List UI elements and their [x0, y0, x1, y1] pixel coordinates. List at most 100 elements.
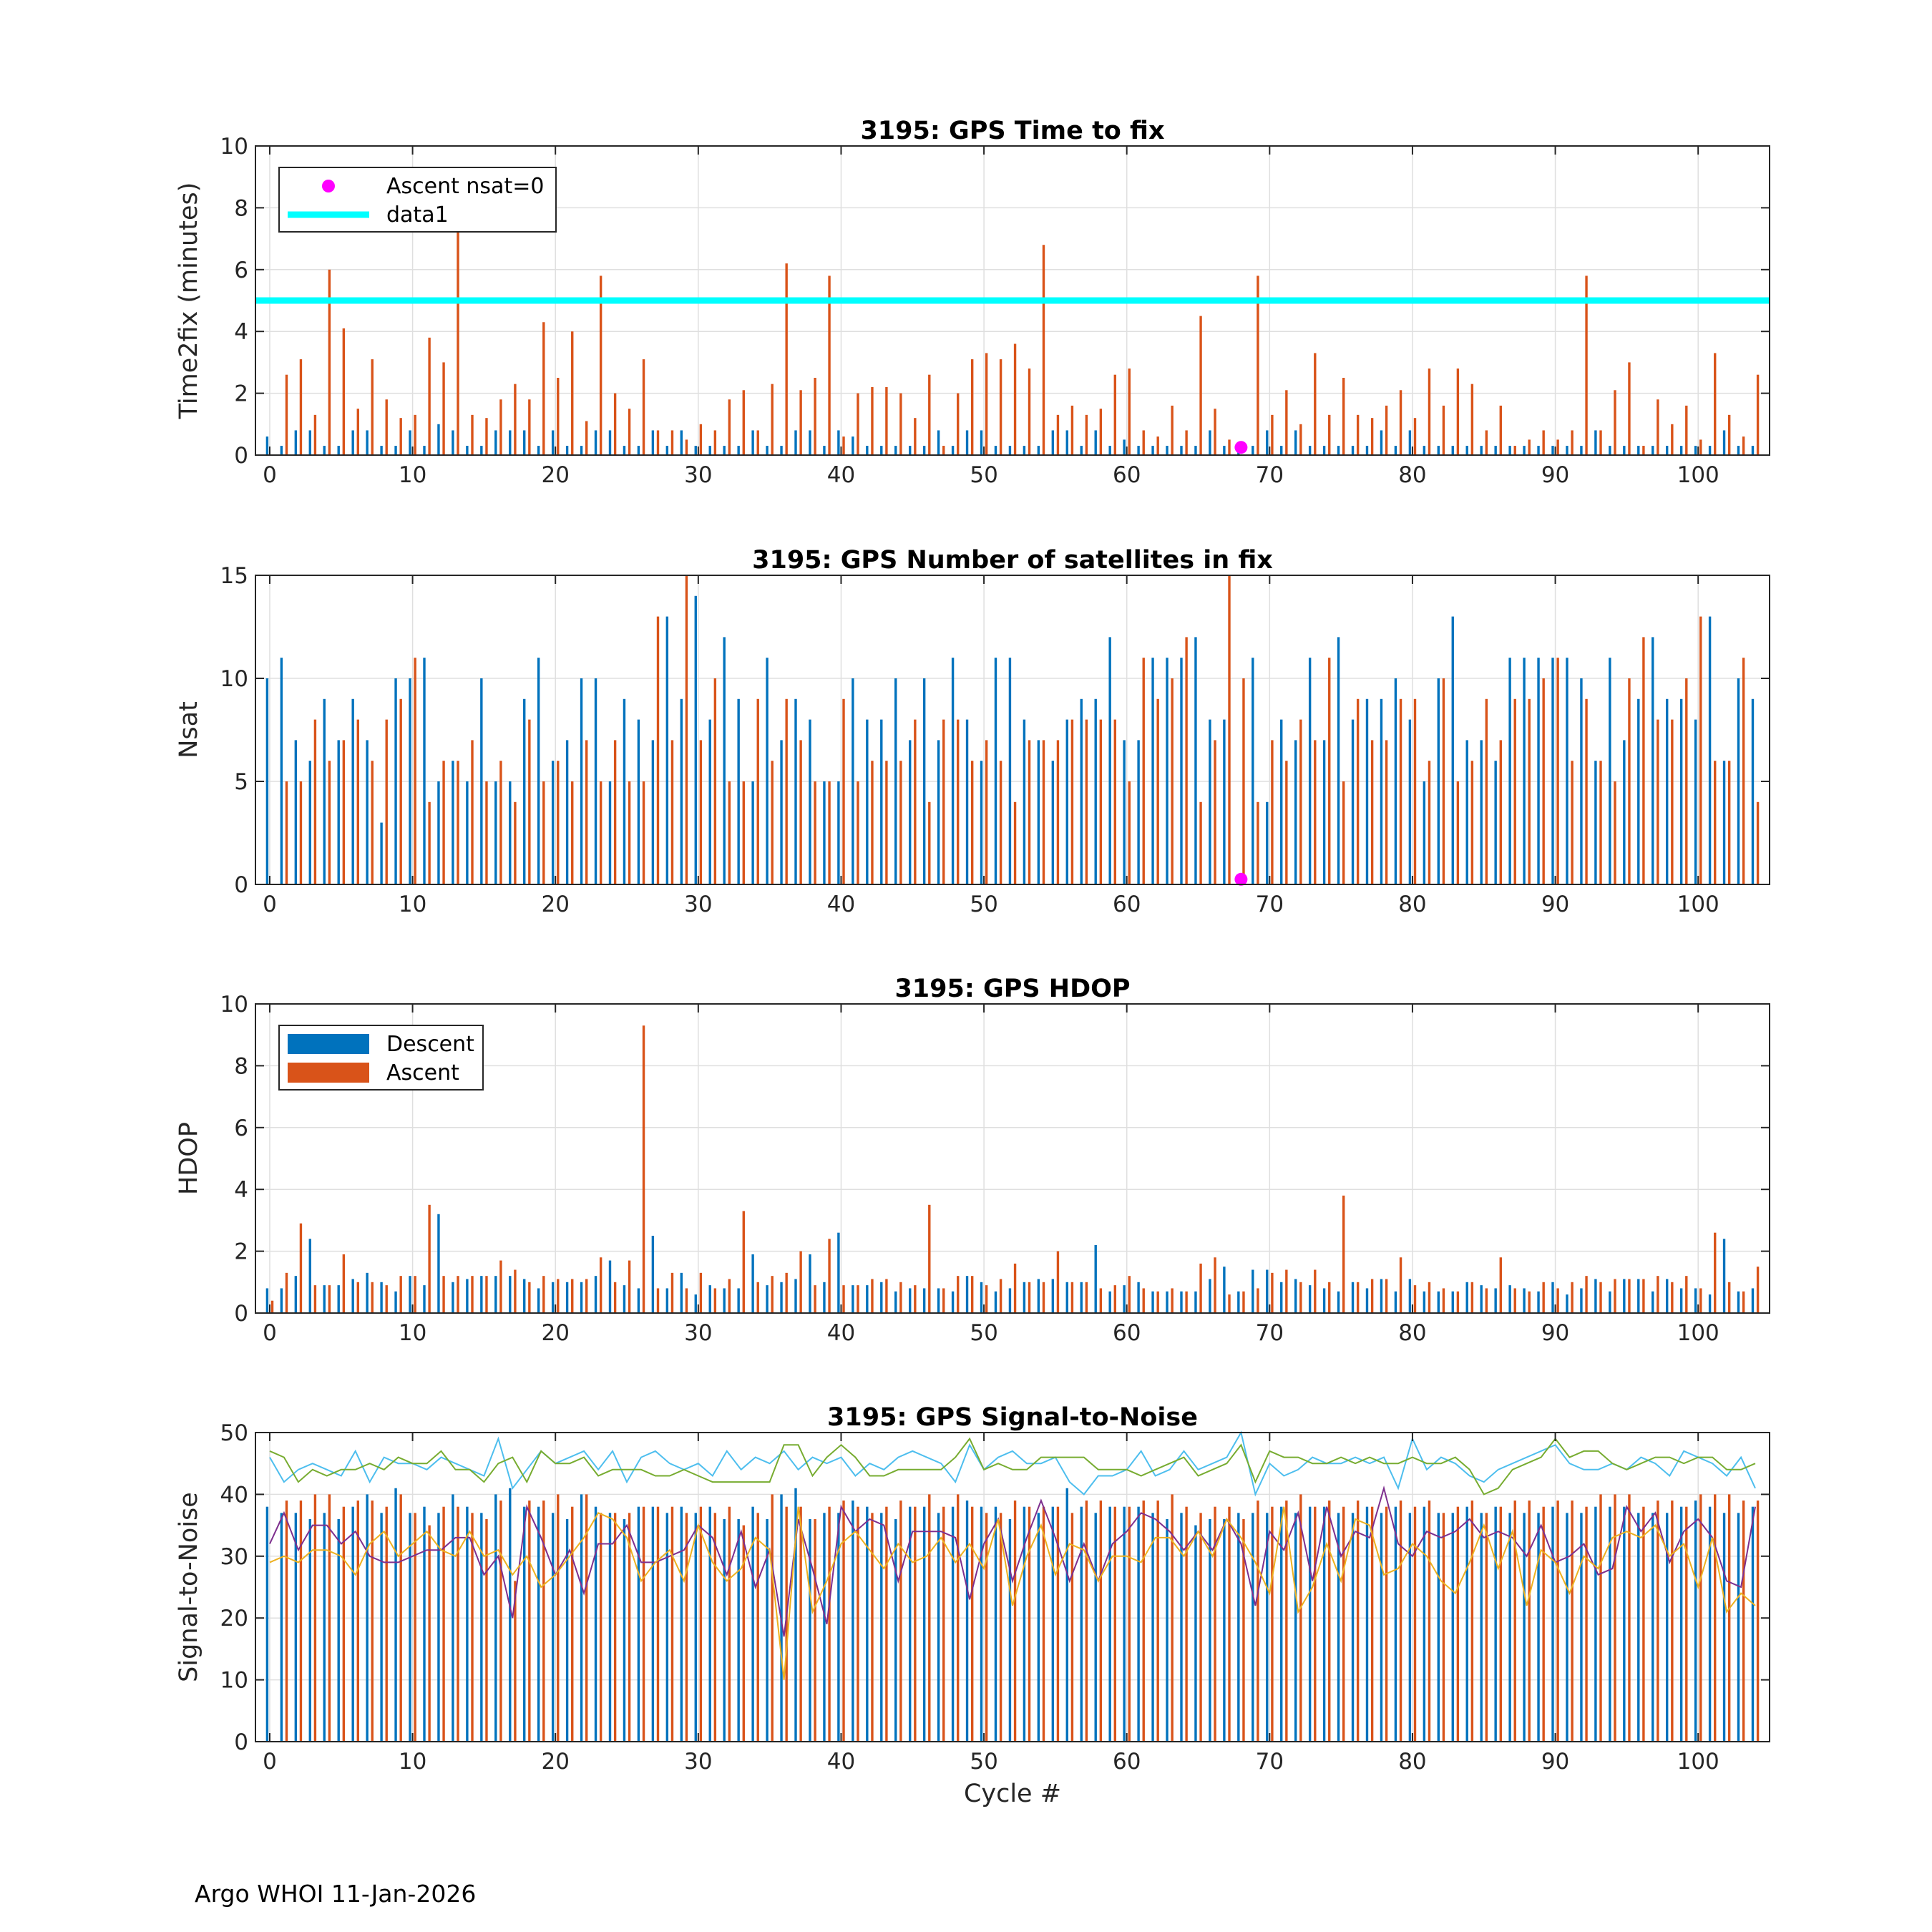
descent-bar	[1065, 1282, 1068, 1313]
y-tick-label: 10	[220, 134, 248, 160]
descent-bar	[1308, 1285, 1312, 1313]
descent-bar	[922, 446, 926, 455]
descent-bar	[1351, 1282, 1355, 1313]
x-tick-label: 100	[1677, 1320, 1719, 1346]
ascent-bar	[1370, 740, 1374, 884]
ascent-bar	[571, 1279, 574, 1313]
ascent-bar	[514, 384, 517, 455]
x-tick-label: 80	[1398, 1749, 1426, 1775]
descent-bar	[1166, 446, 1169, 455]
descent-bar	[366, 740, 369, 884]
y-tick-label: 6	[234, 258, 248, 283]
descent-bar	[680, 1506, 683, 1742]
descent-bar	[1252, 1269, 1254, 1313]
descent-bar	[1566, 446, 1568, 455]
ascent-bar	[613, 1282, 617, 1313]
x-tick-label: 70	[1256, 462, 1284, 488]
ascent-bar	[1542, 430, 1545, 455]
descent-bar	[1480, 446, 1483, 455]
descent-bar	[423, 1285, 426, 1313]
x-tick-label: 70	[1256, 1749, 1284, 1775]
ascent-bar	[1485, 1513, 1488, 1742]
y-tick-label: 2	[234, 381, 248, 407]
x-tick-label: 100	[1677, 1749, 1719, 1775]
descent-bar	[794, 1279, 797, 1313]
descent-bar	[1365, 698, 1369, 884]
ascent-bar	[1470, 384, 1474, 455]
legend-label: Ascent nsat=0	[386, 174, 544, 199]
ascent-bar	[942, 719, 945, 884]
ascent-bar	[1228, 1506, 1231, 1742]
descent-bar	[337, 740, 340, 884]
axes-box	[255, 1003, 1770, 1314]
ascent-bar	[871, 1513, 874, 1742]
ascent-bar	[1442, 678, 1445, 884]
ascent-bar	[428, 801, 431, 884]
descent-bar	[1294, 430, 1297, 455]
descent-bar	[1365, 446, 1369, 455]
ascent-bar	[313, 414, 317, 455]
descent-bar	[1365, 1288, 1369, 1313]
ascent-bar	[1242, 1518, 1245, 1742]
descent-bar	[1051, 761, 1055, 884]
ascent-bar	[1099, 1288, 1103, 1313]
descent-bar	[1580, 1288, 1583, 1313]
descent-bar	[1008, 1518, 1012, 1742]
descent-bar	[751, 1506, 754, 1742]
ascent-bar	[1571, 761, 1574, 884]
descent-bar	[280, 1513, 283, 1742]
ascent-bar	[285, 1501, 288, 1742]
descent-bar	[823, 446, 826, 455]
x-tick-label: 10	[399, 462, 426, 488]
ascent-bar	[585, 740, 588, 884]
descent-bar	[394, 1488, 397, 1742]
descent-bar	[1609, 1506, 1611, 1742]
descent-bar	[523, 698, 526, 884]
descent-bar	[351, 1506, 354, 1742]
ascent-bar	[442, 1506, 445, 1742]
descent-bar	[980, 761, 983, 884]
ascent-bar	[942, 446, 945, 455]
descent-bar	[423, 446, 426, 455]
ascent-bar	[1356, 698, 1360, 884]
ascent-bar	[457, 1506, 459, 1742]
descent-bar	[523, 430, 526, 455]
descent-bar	[623, 446, 626, 455]
descent-bar	[1137, 740, 1140, 884]
ascent-bar	[1328, 1282, 1331, 1313]
x-tick-label: 30	[684, 892, 712, 917]
ascent-bar	[1128, 781, 1131, 884]
descent-bar	[1694, 1501, 1697, 1742]
descent-bar	[1737, 1291, 1740, 1313]
descent-bar	[452, 761, 454, 884]
ascent-bar	[1699, 439, 1702, 455]
ascent-bar	[942, 1288, 945, 1313]
descent-bar	[1694, 1288, 1697, 1313]
ascent-bar	[528, 1501, 531, 1742]
descent-bar	[1566, 1294, 1568, 1313]
ascent-bar	[1214, 1257, 1216, 1313]
descent-bar	[909, 446, 912, 455]
descent-bar	[1094, 698, 1097, 884]
snr-line-1	[269, 1430, 1756, 1497]
ascent-bar	[1385, 405, 1388, 455]
ascent-bar	[1385, 1279, 1388, 1313]
descent-bar	[1652, 1291, 1654, 1313]
ascent-bar	[1342, 378, 1345, 455]
ascent-bar	[428, 337, 431, 455]
descent-bar	[1537, 446, 1540, 455]
legend-swatch-descent	[288, 1034, 369, 1054]
ascent-bar	[1171, 405, 1174, 455]
descent-bar	[1008, 446, 1012, 455]
x-tick-label: 10	[399, 892, 426, 917]
descent-bar	[1508, 1285, 1511, 1313]
descent-bar	[1594, 430, 1597, 455]
descent-bar	[1722, 430, 1726, 455]
ascent-bar	[1456, 781, 1460, 884]
ascent-bar	[999, 359, 1002, 455]
ascent-bar	[1171, 1288, 1174, 1313]
descent-bar	[823, 1513, 826, 1742]
descent-bar	[1280, 446, 1283, 455]
descent-bar	[565, 1282, 569, 1313]
descent-bar	[937, 1513, 940, 1742]
